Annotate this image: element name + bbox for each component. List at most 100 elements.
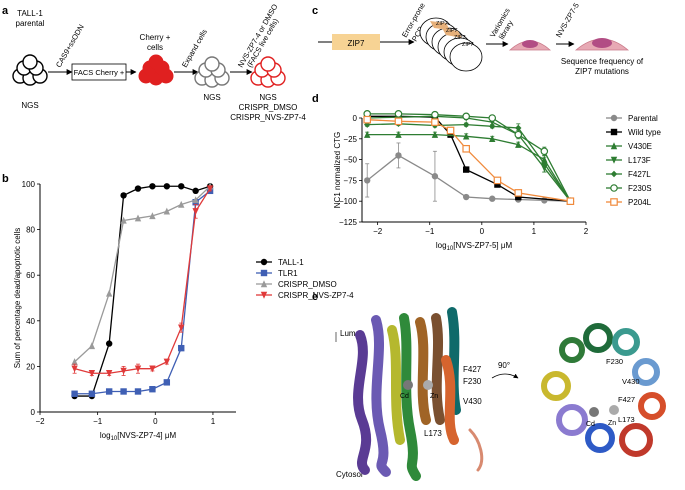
panel-d-letter: d: [312, 93, 319, 105]
parental-cells: [12, 54, 48, 86]
y-tick-label: 80: [26, 226, 35, 235]
legend: Parental Wild type V430E L173F F427L F230S P20…: [606, 114, 661, 207]
data-point: [134, 365, 142, 373]
x-tick-label: −2: [35, 417, 45, 426]
data-point: [541, 197, 548, 204]
legend-label: CRISPR_NVS-ZP7-4: [278, 291, 354, 300]
residue-label-right-2: V430: [622, 377, 640, 386]
series-line: [367, 115, 571, 202]
x-tick-label: −2: [373, 227, 383, 236]
data-point: [163, 379, 171, 386]
series-line: [367, 123, 571, 202]
data-point: [493, 176, 502, 185]
data-point: [206, 185, 214, 193]
ion-label-cd-left: Cd: [400, 393, 409, 400]
panel-e: e Lumen Cytosol Cd Zn F427 F230 V430 L17…: [312, 291, 666, 481]
x-axis-label: log10[NVS-ZP7-5] μM: [436, 241, 513, 252]
data-point: [105, 388, 113, 395]
legend-label: L173F: [628, 156, 651, 165]
data-point: [149, 212, 156, 220]
rotation-label: 90°: [498, 361, 510, 370]
parental-label-2: parental: [16, 19, 45, 28]
data-point: [462, 121, 470, 128]
series-tall-1: [71, 183, 214, 400]
x-tick-label: 1: [532, 227, 537, 236]
data-point: [540, 147, 549, 156]
data-point: [149, 183, 156, 190]
data-point: [431, 173, 439, 180]
y-tick-label: −100: [339, 197, 358, 206]
x-tick-label: −1: [93, 417, 103, 426]
data-point: [364, 130, 371, 138]
legend-label: F427L: [628, 170, 651, 179]
panel-c: c ZIP7 Error-prone PCR ZIP7 ZIP7 ZIP7 ZI…: [312, 1, 644, 76]
legend-marker: [610, 184, 618, 192]
treated-cells: [250, 56, 286, 88]
residue-label-right-4: L173: [618, 415, 635, 424]
y-tick-label: 60: [26, 271, 35, 280]
ion-label-zn-right: Zn: [608, 420, 616, 427]
data-point: [178, 200, 185, 208]
data-point: [462, 132, 470, 140]
data-point: [120, 367, 127, 375]
y-tick-label: −50: [343, 156, 357, 165]
legend-marker: [260, 291, 268, 299]
cytosol-label: Cytosol: [336, 470, 363, 479]
crispr-dmso-label: CRISPR_DMSO: [239, 103, 298, 112]
ngs-label-2: NGS: [203, 93, 220, 102]
plasmid-label-2: ZIP7: [446, 28, 458, 34]
x-axis-label: log10[NVS-ZP7-4] μM: [100, 431, 177, 442]
library-cell: [508, 40, 552, 51]
data-point: [462, 166, 470, 173]
data-point: [88, 370, 96, 377]
residue-label-left-1: F427: [463, 365, 482, 374]
legend: TALL-1 TLR1 CRISPR_DMSO CRISPR_NVS-ZP7-4: [256, 258, 354, 300]
data-point: [515, 140, 522, 148]
series-p204l: [363, 115, 575, 206]
series-line: [74, 188, 211, 374]
result-label-2: ZIP7 mutations: [575, 67, 629, 76]
data-point: [71, 358, 78, 366]
parental-label-1: TALL-1: [17, 9, 43, 18]
y-tick-label: −25: [343, 135, 357, 144]
series-line: [367, 113, 571, 202]
edit-label: CAS9+ssODN: [54, 23, 86, 69]
compound-label: NVS-ZP7-5: [554, 1, 581, 39]
data-point: [431, 118, 439, 126]
plasmid-stack: [419, 17, 483, 72]
data-point: [71, 390, 78, 397]
data-point: [447, 131, 454, 138]
plasmid-label-1: ZIP7: [436, 21, 448, 27]
data-point: [394, 110, 403, 118]
cherry-label-1: Cherry +: [140, 33, 171, 42]
x-tick-label: 0: [480, 227, 485, 236]
data-point: [120, 192, 127, 199]
series-line: [366, 154, 571, 202]
residue-label-right-1: F230: [606, 357, 623, 366]
chart-d: d −2 −1 0 1 2 −125 −100 −75 −50 −25 0 log10[NVS-ZP7…: [312, 93, 661, 252]
data-point: [105, 370, 113, 377]
data-point: [149, 386, 156, 393]
result-cell: [574, 38, 630, 51]
data-point: [88, 390, 96, 397]
data-point: [105, 289, 113, 297]
residue-label-left-4: L173: [424, 429, 442, 438]
data-point: [364, 177, 371, 184]
residue-label-right-3: F427: [618, 395, 635, 404]
data-point: [192, 196, 199, 204]
panel-a: a TALL-1 parental NGS CAS9+ssODN FACS Ch…: [2, 2, 306, 122]
x-tick-label: 1: [211, 417, 216, 426]
legend-label: V430E: [628, 142, 652, 151]
legend-marker: [610, 170, 618, 178]
legend-marker: [260, 280, 268, 288]
structure-right: [541, 323, 666, 457]
x-tick-label: −1: [425, 227, 435, 236]
plasmid-label-3: ZIP7: [454, 35, 466, 41]
panel-b-letter: b: [2, 173, 9, 185]
cherry-cells: [138, 54, 174, 86]
data-point: [431, 110, 439, 119]
data-point: [149, 365, 156, 373]
legend-marker: [610, 198, 618, 206]
data-point: [489, 135, 496, 142]
